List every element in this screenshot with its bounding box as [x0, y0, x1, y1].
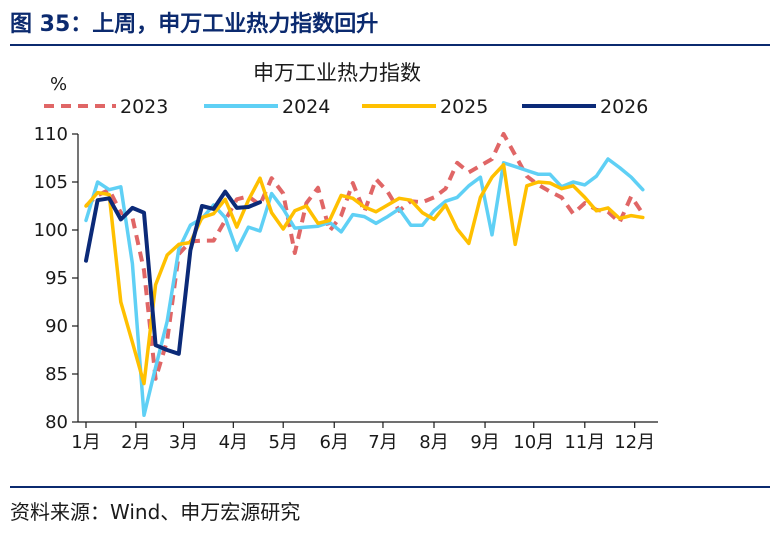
x-tick-label: 2月 [121, 432, 150, 453]
x-tick-label: 10月 [513, 432, 554, 453]
x-tick-label: 3月 [169, 432, 198, 453]
series-line-2025 [84, 162, 645, 386]
series-line-2026 [84, 189, 262, 356]
source-rule [10, 486, 770, 488]
x-tick-label: 12月 [614, 432, 655, 453]
x-axis: 1月 2月 3月 4月 5月 6月 7月 8月 9月 10月 11月 12月 [71, 421, 658, 453]
chart-title: 申万工业热力指数 [253, 61, 421, 85]
legend-label-2023: 2023 [120, 96, 168, 118]
x-tick-label: 4月 [219, 432, 248, 453]
x-tick-label: 11月 [564, 432, 605, 453]
series-line-2024 [84, 157, 645, 418]
x-tick-label: 7月 [368, 432, 397, 453]
series-line-2023 [84, 132, 645, 381]
y-tick-label: 110 [34, 124, 68, 145]
x-tick-label: 5月 [268, 432, 297, 453]
line-chart: 2023 2024 2025 2026 80 85 90 95 100 105 110 1月 2月 3… [34, 61, 658, 453]
x-tick-label: 8月 [419, 432, 448, 453]
y-tick-label: 100 [34, 220, 68, 241]
chart-legend: 2023 2024 2025 2026 [44, 96, 648, 118]
y-tick-label: 95 [45, 268, 68, 289]
x-tick-label: 9月 [470, 432, 499, 453]
y-tick-label: 105 [34, 172, 68, 193]
y-tick-label: 80 [45, 412, 68, 433]
legend-label-2024: 2024 [282, 96, 330, 118]
x-tick-label: 1月 [71, 432, 100, 453]
y-axis-unit: % [50, 74, 67, 95]
y-tick-label: 90 [45, 316, 68, 337]
legend-label-2026: 2026 [600, 96, 648, 118]
x-tick-label: 6月 [320, 432, 349, 453]
title-rule [10, 44, 770, 46]
y-tick-label: 85 [45, 364, 68, 385]
legend-label-2025: 2025 [440, 96, 488, 118]
figure-title: 图 35：上周，申万工业热力指数回升 [10, 12, 379, 37]
plot-area [84, 132, 645, 418]
y-axis: 80 85 90 95 100 105 110 [34, 124, 79, 433]
source-note: 资料来源：Wind、申万宏源研究 [10, 500, 301, 524]
